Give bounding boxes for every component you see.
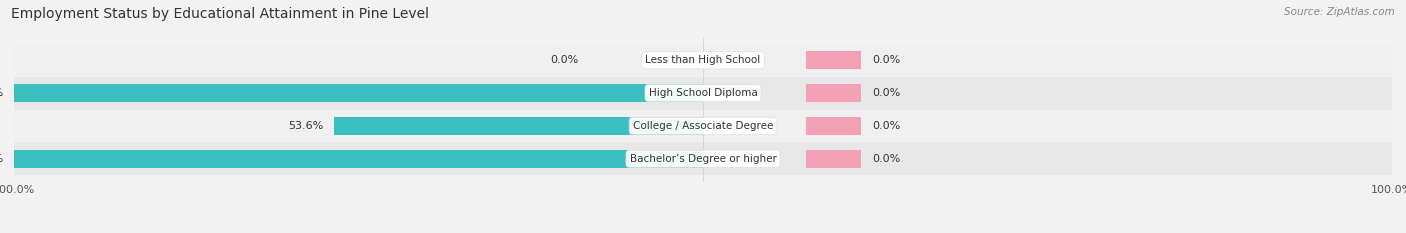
Bar bbox=[333, 117, 703, 135]
Text: 0.0%: 0.0% bbox=[551, 55, 579, 65]
Bar bbox=[807, 84, 862, 102]
Text: Bachelor’s Degree or higher: Bachelor’s Degree or higher bbox=[630, 154, 776, 164]
Text: 0.0%: 0.0% bbox=[872, 121, 900, 131]
Text: Source: ZipAtlas.com: Source: ZipAtlas.com bbox=[1284, 7, 1395, 17]
Bar bbox=[14, 44, 1392, 77]
Bar bbox=[14, 142, 1392, 175]
Bar bbox=[807, 150, 862, 168]
Bar bbox=[807, 51, 862, 69]
Text: 0.0%: 0.0% bbox=[872, 55, 900, 65]
Bar bbox=[14, 77, 1392, 110]
Text: Employment Status by Educational Attainment in Pine Level: Employment Status by Educational Attainm… bbox=[11, 7, 429, 21]
Text: High School Diploma: High School Diploma bbox=[648, 88, 758, 98]
Text: 100.0%: 100.0% bbox=[0, 154, 4, 164]
Text: 100.0%: 100.0% bbox=[0, 88, 4, 98]
Bar bbox=[807, 117, 862, 135]
Bar bbox=[14, 150, 703, 168]
Text: 0.0%: 0.0% bbox=[872, 154, 900, 164]
Bar bbox=[14, 110, 1392, 142]
Text: College / Associate Degree: College / Associate Degree bbox=[633, 121, 773, 131]
Bar bbox=[14, 84, 703, 102]
Text: 0.0%: 0.0% bbox=[872, 88, 900, 98]
Text: 53.6%: 53.6% bbox=[288, 121, 323, 131]
Text: Less than High School: Less than High School bbox=[645, 55, 761, 65]
